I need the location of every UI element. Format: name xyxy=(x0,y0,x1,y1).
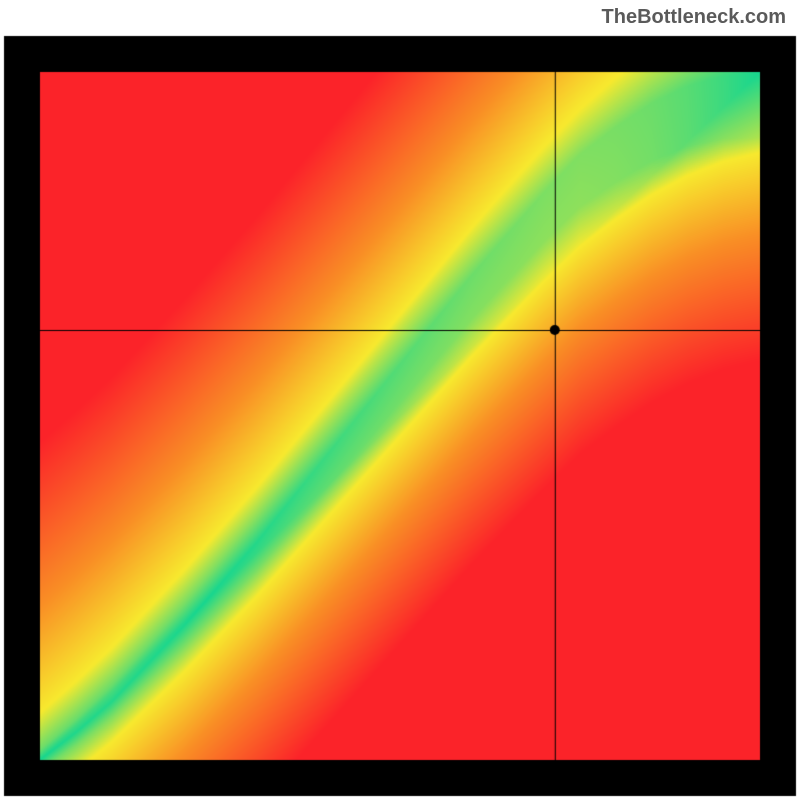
watermark-text: TheBottleneck.com xyxy=(602,6,786,29)
heatmap-canvas xyxy=(0,0,800,800)
chart-container: TheBottleneck.com xyxy=(0,0,800,800)
